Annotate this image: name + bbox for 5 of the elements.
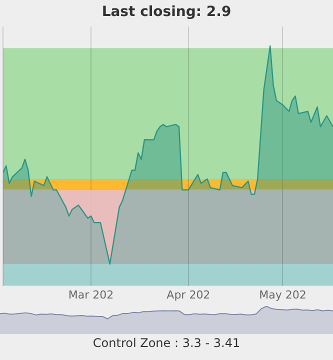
text: Control Zone : 3.3 - 3.41 (92, 336, 242, 350)
chart-title: Last closing: 2.9 (102, 4, 232, 20)
x-tick-label: Mar 202 (68, 288, 114, 302)
x-tick-label: May 202 (259, 288, 306, 302)
x-tick-label: Apr 202 (166, 288, 210, 302)
